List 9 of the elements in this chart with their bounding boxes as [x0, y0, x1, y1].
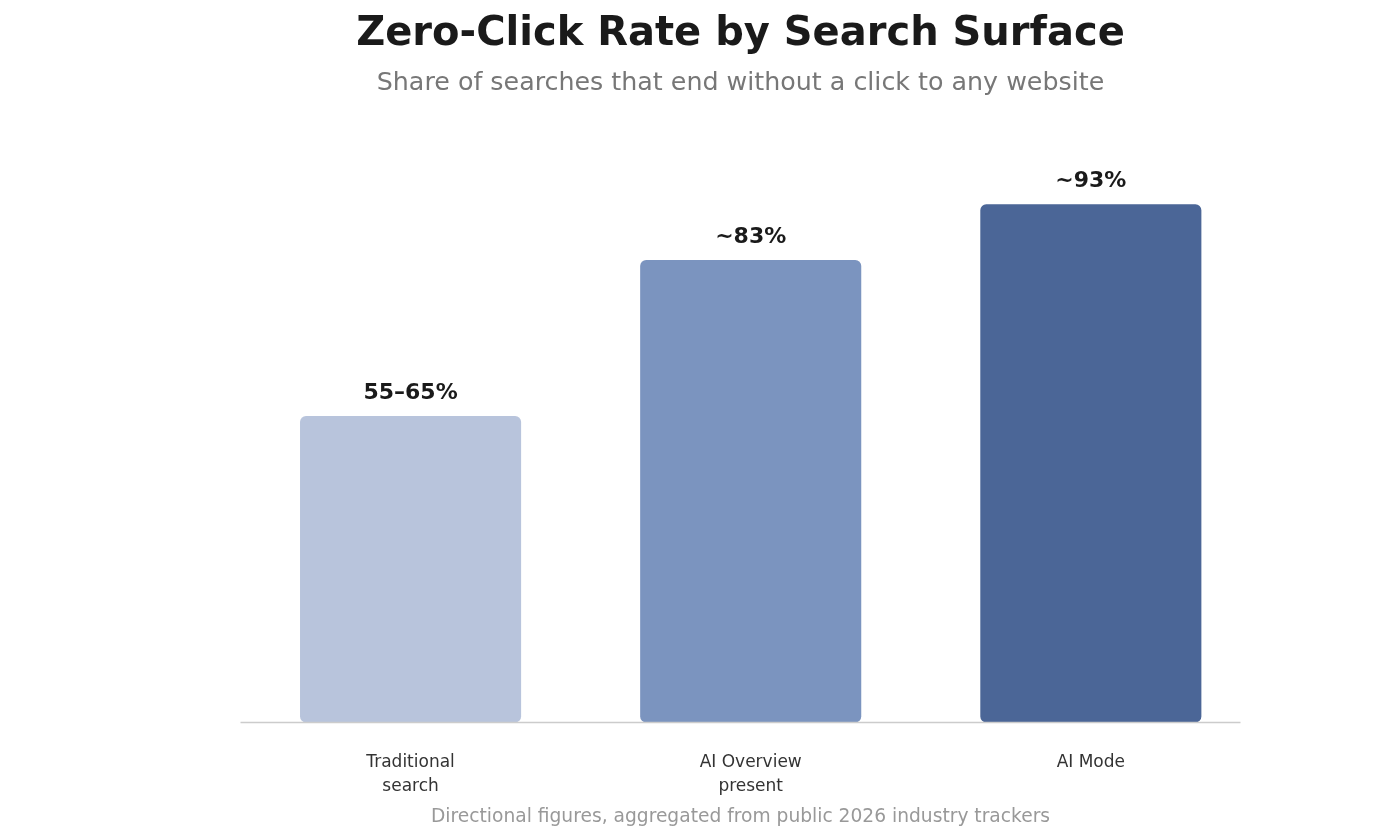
data-label: 55–65%	[363, 378, 458, 404]
data-label: ~83%	[715, 222, 787, 248]
x-tick-label: AI Overview present	[699, 750, 802, 795]
chart-subtitle: Share of searches that end without a click to any website	[376, 65, 1105, 96]
chart-title: Zero-Click Rate by Search Surface	[356, 7, 1125, 54]
x-tick-label: Traditional search	[365, 750, 455, 795]
x-tick-label: AI Mode	[1056, 750, 1126, 771]
data-label: ~93%	[1055, 167, 1127, 193]
text: Directional figures, aggregated from public 2026 industry trackers	[430, 804, 1051, 826]
